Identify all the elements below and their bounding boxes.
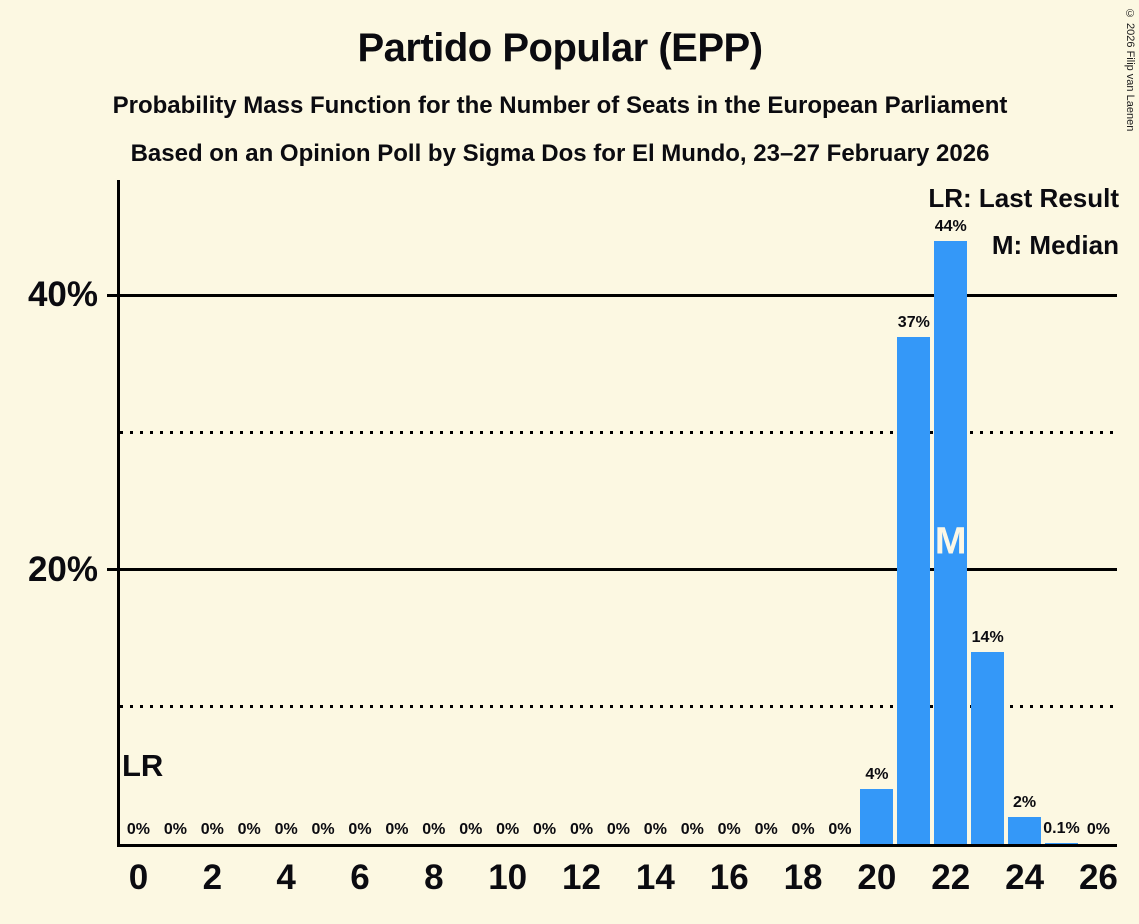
bar-column-21: 37% (895, 180, 932, 844)
bar-column-0: 0% 0 (120, 180, 157, 897)
x-tick-label-0: 0 (128, 858, 149, 897)
bar-column-4: 0% 4 (268, 180, 305, 897)
bar-seat-23 (971, 652, 1005, 844)
bar-column-25: 0.1% (1043, 180, 1080, 844)
bar-value-label: 0% (680, 821, 704, 838)
gridline-30 (120, 431, 1117, 435)
plot-area: LR 0% 0 0% 0% 2 0% 0% 4 0% 0% 6 0% 0% 8 0% 0% 10 0% 0% 12 0%… (28, 180, 1118, 897)
gridline-40 (120, 293, 1117, 297)
bar-value-label: 0% (385, 821, 409, 838)
y-axis-tick (107, 568, 117, 572)
bar-value-label: 0% (348, 821, 372, 838)
x-tick-label-26: 26 (1078, 858, 1118, 897)
bar-seat-22: M (934, 240, 968, 844)
x-tick-label-18: 18 (783, 858, 823, 897)
y-axis-label: 40% (27, 275, 98, 315)
bar-column-12: 0% 12 (562, 180, 601, 897)
gridline-10 (120, 705, 1117, 709)
bar-column-16: 0% 16 (710, 180, 749, 897)
x-tick-label-20: 20 (857, 858, 897, 897)
chart-poll-source: Based on an Opinion Poll by Sigma Dos fo… (130, 140, 990, 167)
chart-legend: LR: Last Result M: Median (928, 185, 1119, 279)
bar-column-18: 0% 18 (784, 180, 823, 897)
x-tick-label-4: 4 (276, 858, 296, 897)
median-marker: M (934, 520, 967, 563)
bar-value-label: 0% (606, 821, 630, 838)
bar-column-23: 14% (969, 180, 1006, 844)
bar-value-label: 0% (126, 821, 151, 838)
bar-column-17: 0% (748, 180, 785, 844)
bar-value-label: 0% (569, 821, 594, 838)
bar-column-1: 0% (157, 180, 194, 844)
bar-column-8: 0% 8 (415, 180, 452, 897)
bar-value-label: 44% (934, 217, 967, 235)
bar-column-24: 2% 24 (1005, 180, 1044, 897)
bar-value-label: 0% (754, 821, 778, 838)
bar-column-2: 0% 2 (194, 180, 231, 897)
x-tick-label-14: 14 (635, 858, 675, 897)
page-title: Partido Popular (EPP) (357, 26, 763, 70)
bar-column-10: 0% 10 (488, 180, 527, 897)
bar-column-15: 0% (674, 180, 711, 844)
bar-value-label: 0% (1086, 821, 1110, 838)
bar-value-label: 0% (200, 821, 224, 838)
bar-column-20: 4% 20 (857, 180, 896, 897)
bar-seat-25 (1045, 842, 1078, 844)
bar-column-3: 0% (231, 180, 268, 844)
copyright-text: © 2026 Filip van Laenen (1124, 8, 1136, 132)
bar-seat-21 (897, 336, 931, 844)
x-tick-label-24: 24 (1005, 858, 1045, 897)
bar-value-label: 0% (459, 821, 483, 838)
bar-value-label: 0% (717, 821, 741, 838)
bar-column-14: 0% 14 (636, 180, 675, 897)
bar-value-label: 0% (237, 821, 261, 838)
bar-value-label: 0% (643, 821, 667, 838)
bar-value-label: 0% (422, 821, 446, 838)
bar-seat-20 (860, 789, 894, 844)
x-tick-label-8: 8 (424, 858, 444, 897)
x-tick-label-12: 12 (562, 858, 601, 897)
bar-value-label: 0% (496, 821, 520, 838)
x-tick-label-16: 16 (709, 858, 749, 897)
bar-column-19: 0% (822, 180, 859, 844)
bars-container: 0% 0 0% 0% 2 0% 0% 4 0% 0% 6 0% 0% 8 0% 0% 10 0% 0% 12 0% 0% 1… (120, 180, 1118, 897)
bar-value-label: 37% (897, 313, 930, 331)
bar-value-label: 14% (971, 629, 1004, 647)
lr-annotation: LR (122, 748, 164, 783)
bar-value-label: 0% (791, 821, 815, 838)
x-tick-label-10: 10 (488, 858, 528, 897)
bar-value-label: 0.1% (1043, 819, 1080, 837)
bar-value-label: 0% (163, 821, 187, 838)
bar-column-13: 0% (600, 180, 637, 844)
bar-column-5: 0% (305, 180, 342, 844)
chart-subtitle: Probability Mass Function for the Number… (112, 92, 1008, 119)
bar-column-26: 0% 26 (1079, 180, 1118, 897)
bar-value-label: 0% (274, 821, 298, 838)
x-tick-label-2: 2 (202, 858, 223, 897)
bar-value-label: 0% (828, 821, 852, 838)
legend-median: M: Median (991, 230, 1119, 260)
bar-value-label: 0% (533, 821, 557, 838)
bar-value-label: 2% (1013, 793, 1037, 811)
bar-value-label: 0% (311, 821, 335, 838)
gridline-20 (120, 568, 1117, 572)
bar-seat-24 (1008, 816, 1042, 844)
bar-column-6: 0% 6 (342, 180, 379, 897)
bar-column-7: 0% (378, 180, 415, 844)
bar-column-9: 0% (452, 180, 489, 844)
y-axis-tick (107, 293, 117, 297)
bar-column-22: M 44% 22 (931, 180, 970, 897)
bar-value-label: 4% (865, 766, 889, 784)
x-tick-label-22: 22 (931, 858, 971, 897)
legend-last-result: LR: Last Result (928, 183, 1119, 213)
x-tick-label-6: 6 (350, 858, 370, 897)
y-axis-label: 20% (27, 549, 98, 589)
bar-column-11: 0% (526, 180, 563, 844)
